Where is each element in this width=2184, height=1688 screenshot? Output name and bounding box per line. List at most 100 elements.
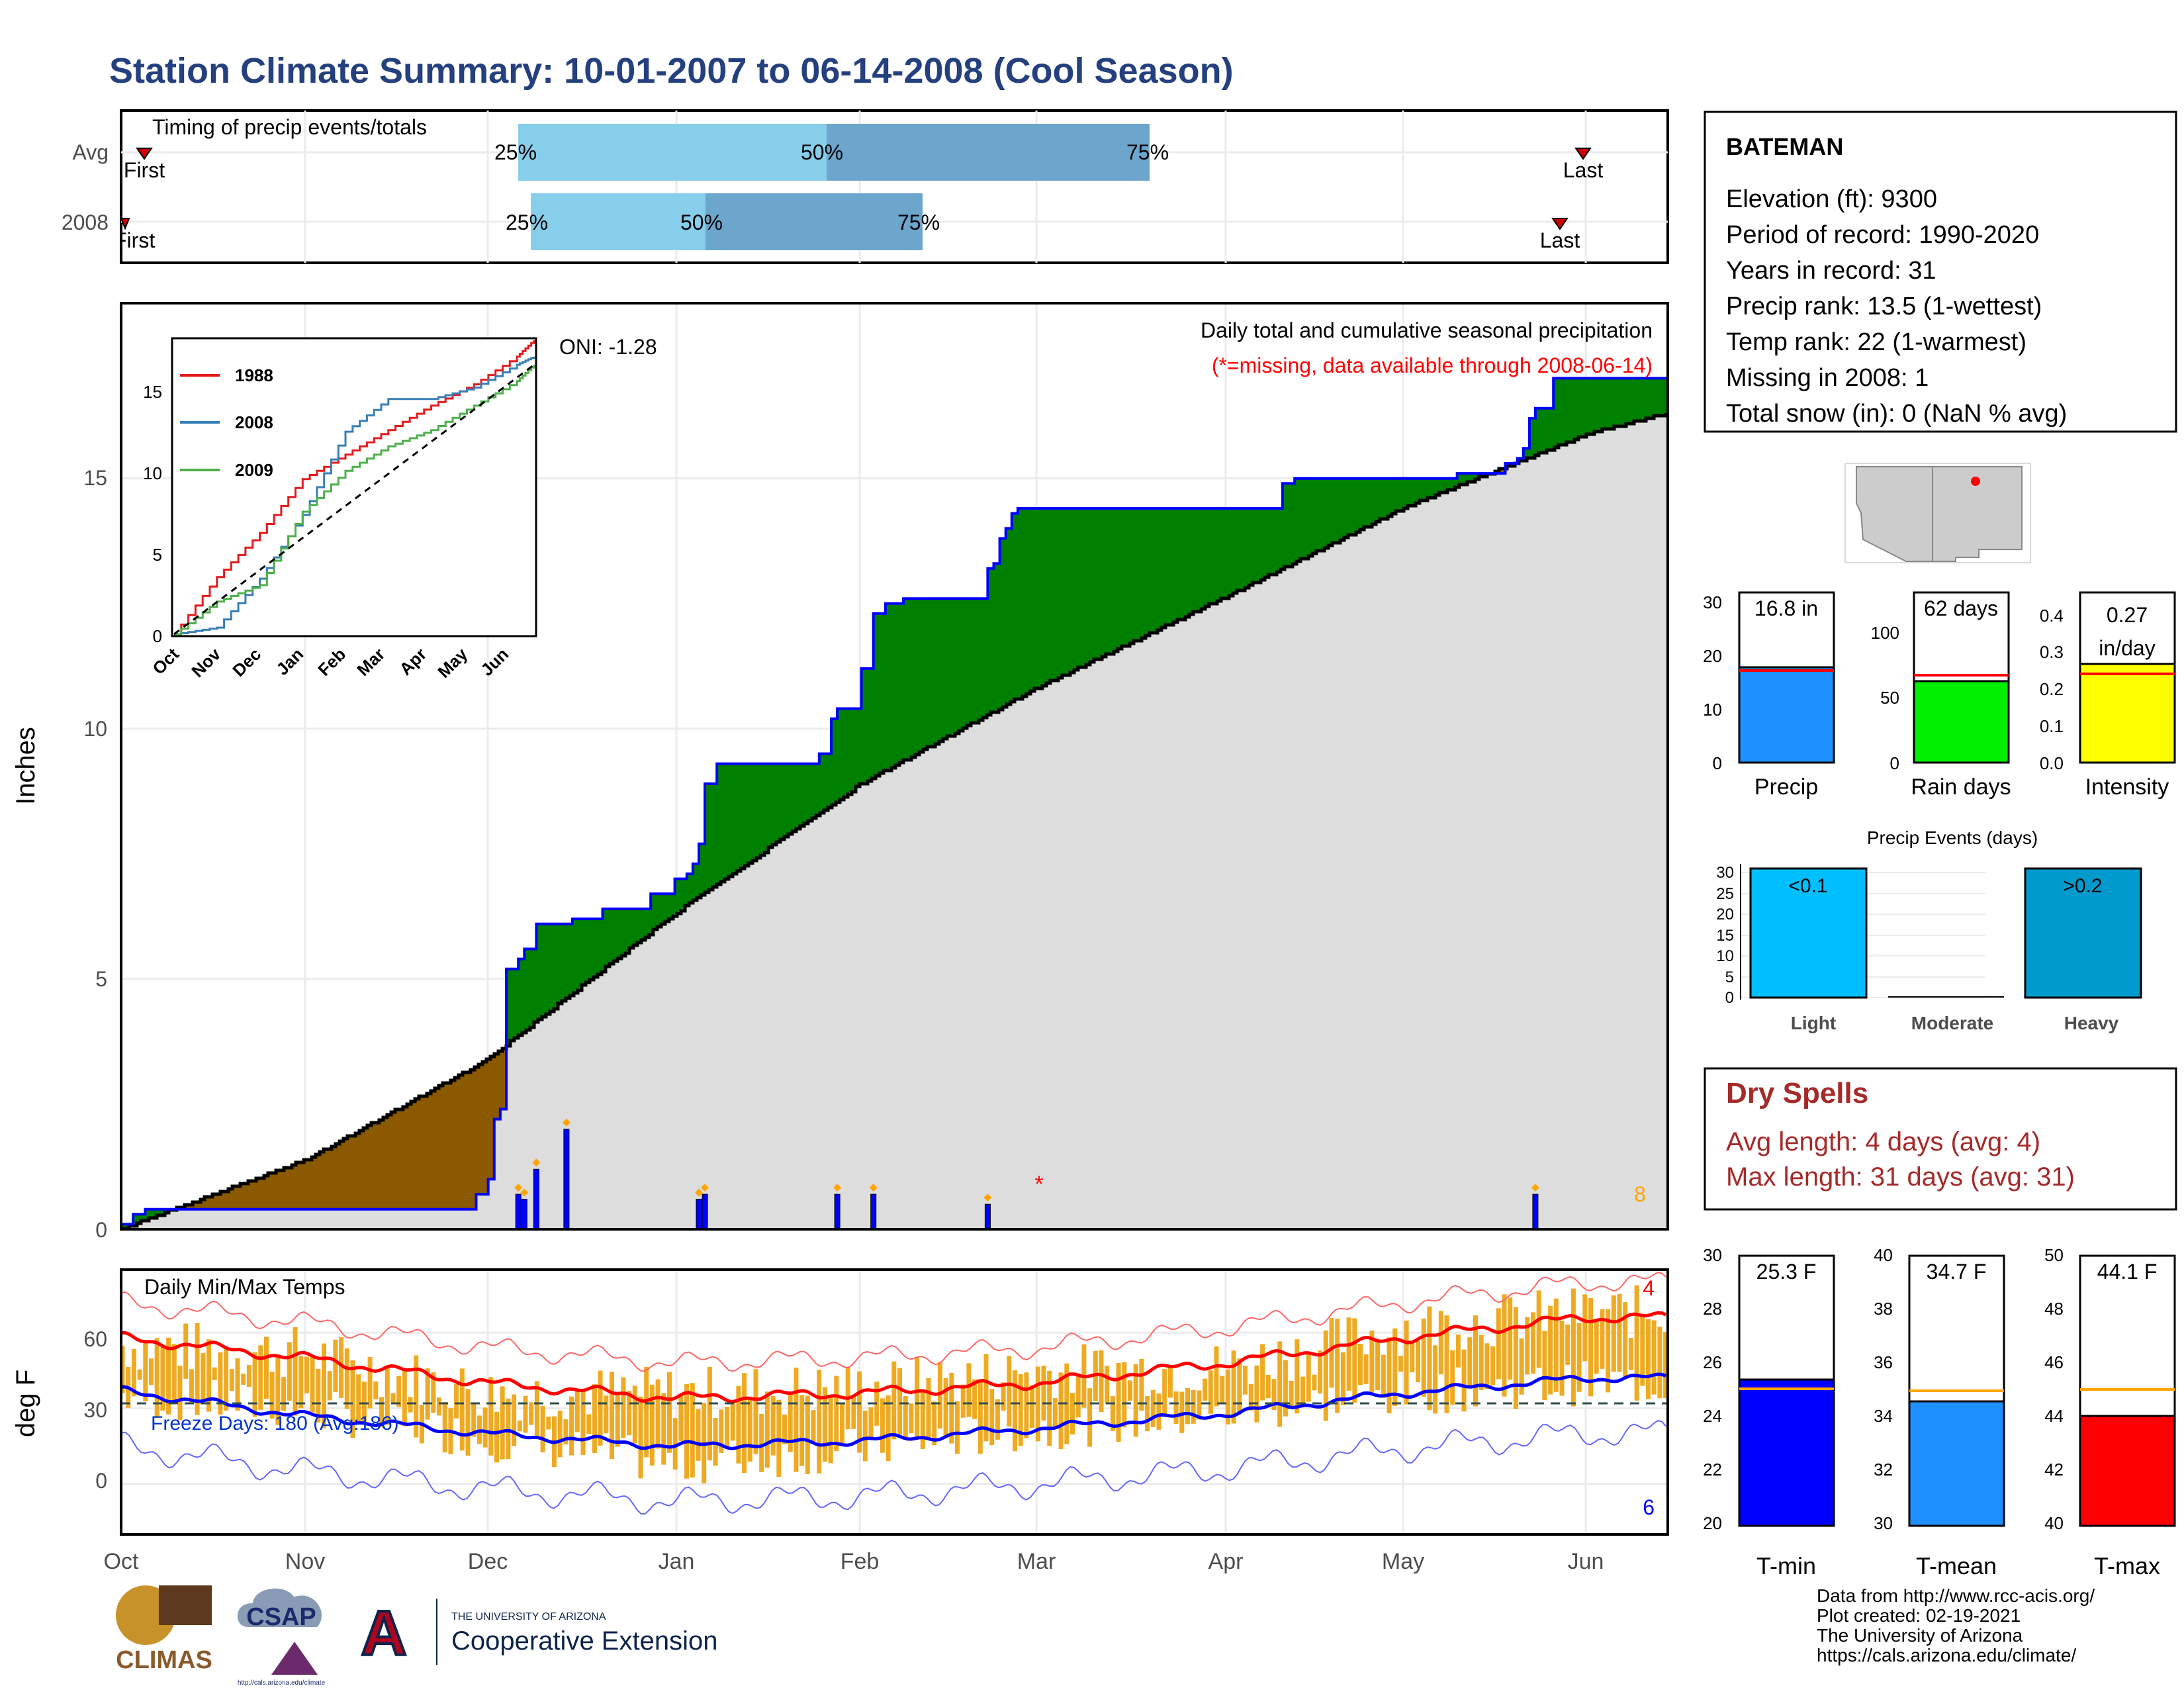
temp-y-tick: 30 [83, 1398, 107, 1422]
temp-daily-bar [1001, 1382, 1006, 1411]
precip-mini-value: 16.8 in [1754, 596, 1818, 620]
temp-daily-bar [1438, 1311, 1443, 1375]
tmax-tick: 40 [2044, 1513, 2064, 1533]
temp-daily-bar [454, 1384, 459, 1419]
temp-daily-bar [960, 1384, 966, 1418]
temp-daily-bar [523, 1395, 528, 1433]
station-period: Period of record: 1990-2020 [1726, 221, 2039, 249]
temp-y-label: deg F [11, 1370, 40, 1437]
temp-daily-bar [1502, 1294, 1507, 1397]
inset-series-lines [173, 340, 535, 635]
temp-daily-bar [339, 1337, 344, 1398]
intensity-mini-bar [2079, 663, 2176, 764]
tmax-label: T-max [2094, 1552, 2160, 1579]
legend-label-2008: 2008 [235, 412, 273, 432]
2008-first-label: First [114, 228, 155, 252]
tmin-tick: 22 [1703, 1460, 1722, 1479]
temp-daily-bar [212, 1367, 217, 1380]
temp-daily-bar [512, 1394, 517, 1446]
temp-daily-bar [1231, 1350, 1236, 1424]
temp-daily-bar [1300, 1376, 1305, 1405]
events-bar-light [1749, 867, 1868, 999]
tmean-tick: 38 [1874, 1299, 1893, 1319]
2008-last-label: Last [1540, 228, 1580, 252]
temp-daily-bar [1099, 1350, 1104, 1412]
temp-daily-bar [1484, 1343, 1490, 1389]
temp-daily-bar [857, 1371, 862, 1453]
precip-above-avg-area [121, 378, 1668, 1229]
daily-precip-marker [520, 1188, 529, 1197]
inset-y-ticks: 0 5 10 15 [143, 382, 162, 646]
temp-daily-bar [926, 1378, 931, 1438]
temp-daily-bar [840, 1403, 844, 1444]
temp-daily-bar [817, 1370, 822, 1474]
map-new-mexico-shape [1932, 466, 2023, 562]
daily-precip-marker [1531, 1184, 1539, 1192]
temp-daily-bar [408, 1397, 413, 1413]
precip-mini-bar [1738, 666, 1835, 764]
precip-y-tick: 10 [83, 717, 107, 741]
events-bar-text-light: <0.1 [1788, 875, 1827, 897]
temp-daily-bar [1594, 1321, 1599, 1374]
x-tick: Feb [841, 1549, 880, 1574]
tmin-tick: 30 [1703, 1245, 1722, 1265]
inset-chart: 1988 2008 2009 0 5 10 15 Oct Nov Dec Jan… [143, 337, 537, 682]
temp-daily-bar [1041, 1366, 1046, 1421]
temp-daily-bar [1191, 1389, 1196, 1424]
daily-precip-marker [695, 1188, 703, 1197]
precip-panel-frame [120, 302, 1669, 1231]
temp-daily-bar [920, 1391, 925, 1449]
precip-y-ticks: 0 5 10 15 [83, 466, 107, 1242]
temp-daily-bar [1663, 1332, 1668, 1399]
station-temp-rank: Temp rank: 22 (1-warmest) [1726, 328, 2026, 356]
temp-daily-bar [482, 1407, 488, 1448]
temp-daily-bar [1075, 1374, 1081, 1418]
tmax-avg-line [120, 1311, 1666, 1403]
precip-mini-tick: 20 [1703, 646, 1722, 666]
temp-daily-bar [1433, 1345, 1438, 1414]
legend-label-2009: 2009 [235, 460, 273, 480]
temp-daily-bar [396, 1376, 402, 1407]
ua-logo-line2: Cooperative Extension [451, 1626, 717, 1656]
temp-daily-bar [316, 1368, 321, 1423]
temp-daily-bar [137, 1369, 142, 1380]
tmin-tick: 24 [1703, 1406, 1722, 1426]
tmax-tick: 42 [2044, 1460, 2064, 1479]
temp-daily-bar [1122, 1362, 1127, 1428]
temp-daily-bar [506, 1398, 511, 1460]
credit-line: Data from http://www.rcc-acis.org/ [1817, 1585, 2095, 1606]
temp-daily-bar [224, 1346, 229, 1411]
tmax-record-line [120, 1272, 1666, 1372]
daily-precip-marker [562, 1118, 570, 1127]
temp-daily-bar [356, 1374, 361, 1424]
temp-daily-bar [425, 1368, 430, 1420]
temp-daily-bar [344, 1348, 349, 1409]
temp-daily-bar [1606, 1309, 1611, 1393]
daily-precip-marker [869, 1184, 878, 1192]
intensity-mini-value: 0.27 [2107, 603, 2148, 627]
daily-precip-bar [984, 1203, 991, 1230]
temp-daily-bar [909, 1403, 914, 1434]
temp-daily-bar [1323, 1330, 1328, 1421]
precip-events-panel: Precip Events (days) <0.1 >0.2 0 5 10 15… [1716, 827, 2142, 1033]
tmin-bar [1738, 1378, 1835, 1527]
credit-line: Plot created: 02-19-2021 [1817, 1605, 2021, 1626]
temp-daily-bar [293, 1327, 298, 1416]
temp-panel-frame [120, 1268, 1669, 1536]
temp-daily-bar [621, 1377, 626, 1438]
station-name: BATEMAN [1726, 133, 1843, 160]
inset-y-tick: 15 [143, 382, 162, 402]
tmax-tick: 46 [2044, 1352, 2064, 1372]
avg-p25-label: 25% [494, 140, 537, 164]
station-info-box: BATEMAN Elevation (ft): 9300 Period of r… [1704, 111, 2177, 433]
precip-count-label: 8 [1634, 1182, 1646, 1206]
temp-daily-bar [672, 1418, 678, 1470]
avg-q2-bar [827, 124, 1150, 181]
temp-daily-bar [540, 1406, 545, 1452]
temp-daily-bar [264, 1336, 269, 1399]
tmin-count-label: 6 [1643, 1495, 1655, 1519]
temp-daily-bar [1427, 1306, 1432, 1411]
temp-daily-bar [805, 1395, 810, 1474]
temp-daily-bar [615, 1393, 620, 1447]
tmax-bar [2079, 1415, 2176, 1527]
